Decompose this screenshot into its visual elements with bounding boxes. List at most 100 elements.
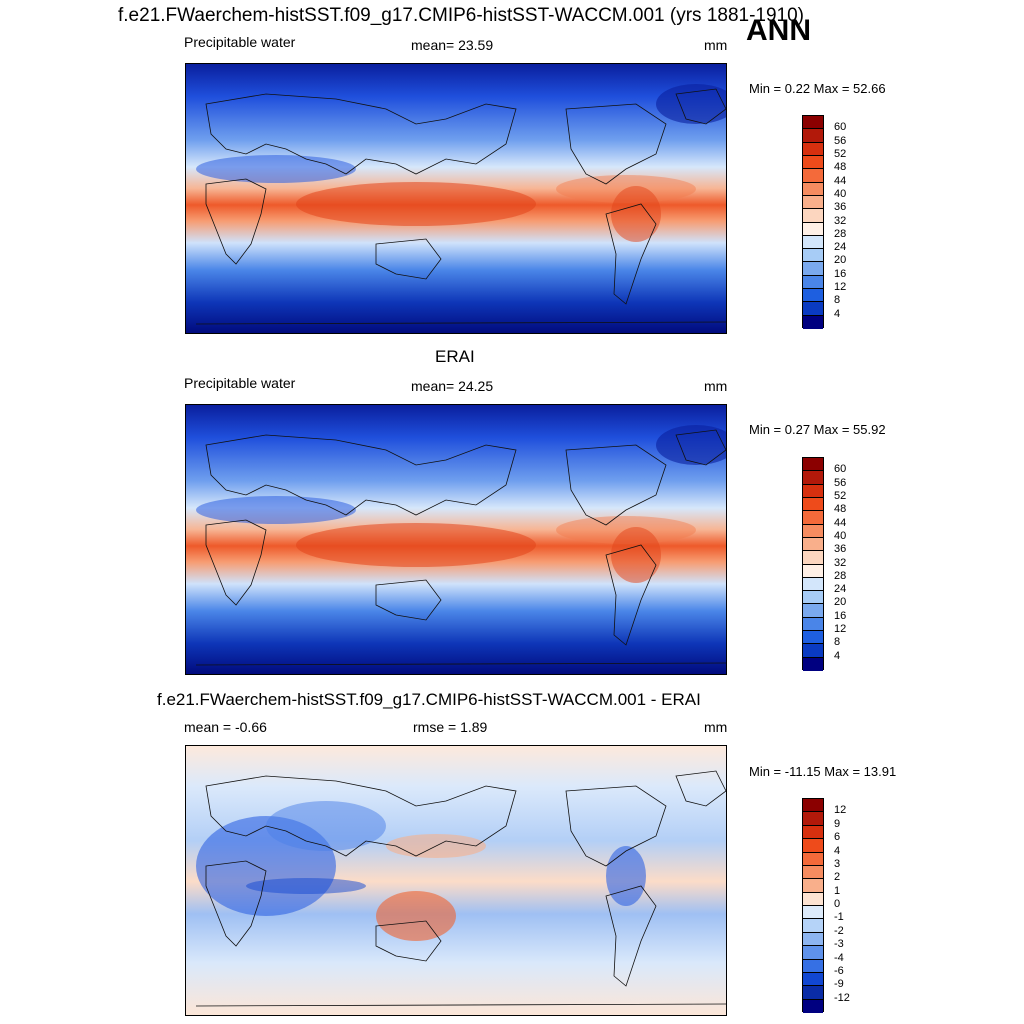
season-label: ANN <box>746 14 811 47</box>
colorbar-swatch <box>803 591 823 605</box>
colorbar-tick-label: 4 <box>834 844 841 857</box>
colorbar-swatch <box>803 222 823 236</box>
colorbar-swatch <box>803 116 823 130</box>
colorbar-swatch <box>803 169 823 183</box>
colorbar-tick-label: -4 <box>834 951 844 964</box>
colorbar-swatch <box>803 799 823 813</box>
colorbar-swatch <box>803 249 823 263</box>
panel-title: ERAI <box>435 347 475 366</box>
colorbar-swatch <box>803 972 823 987</box>
colorbar-tick-label: 60 <box>834 463 847 476</box>
map-precipitable-water-erai <box>185 404 727 675</box>
colorbar-tick-label: -3 <box>834 938 844 951</box>
colorbar-swatch <box>803 551 823 565</box>
colorbar-swatch <box>803 932 823 947</box>
panel-mean: mean= 24.25 <box>411 378 494 394</box>
colorbar-tick-label: 12 <box>834 804 847 817</box>
colorbar-tick-label: 40 <box>834 529 847 542</box>
panel-variable: Precipitable water <box>184 34 296 50</box>
colorbar-tick-label: 20 <box>834 254 847 267</box>
colorbar-swatch <box>803 484 823 498</box>
colorbar-swatch <box>803 986 823 1000</box>
colorbar-swatch <box>803 959 823 973</box>
colorbar-swatch <box>803 852 823 866</box>
colorbar-swatch <box>803 142 823 156</box>
colorbar-swatch <box>803 999 823 1013</box>
colorbar-tick-label: 12 <box>834 281 847 294</box>
figure-title: f.e21.FWaerchem-histSST.f09_g17.CMIP6-hi… <box>118 5 805 26</box>
colorbar-tick-label: 44 <box>834 516 847 529</box>
colorbar-swatch <box>803 315 823 329</box>
colorbar-swatch <box>803 657 823 671</box>
colorbar-tick-label: 32 <box>834 214 847 227</box>
colorbar-swatch <box>803 195 823 210</box>
panel-minmax: Min = 0.22 Max = 52.66 <box>749 81 886 96</box>
colorbar-tick-label: 6 <box>834 831 841 844</box>
colorbar-tick-label: 1 <box>834 884 841 897</box>
colorbar-tick-label: 9 <box>834 817 841 830</box>
colorbar-tick-label: -2 <box>834 924 844 937</box>
colorbar-tick-label: 48 <box>834 503 847 516</box>
colorbar-tick-label: 36 <box>834 201 847 214</box>
colorbar-tick-label: 40 <box>834 187 847 200</box>
colorbar-tick-label: 56 <box>834 134 847 147</box>
colorbar <box>802 457 824 671</box>
colorbar-tick-label: 24 <box>834 583 847 596</box>
colorbar-swatch <box>803 879 823 893</box>
colorbar-swatch <box>803 892 823 906</box>
colorbar-tick-label: 16 <box>834 609 847 622</box>
colorbar-tick-label: 20 <box>834 596 847 609</box>
colorbar-tick-label: 2 <box>834 871 841 884</box>
map-precipitable-water-difference <box>185 745 727 1016</box>
panel-units: mm <box>704 37 728 53</box>
colorbar-swatch <box>803 812 823 826</box>
panel-mean: mean= 23.59 <box>411 37 494 53</box>
colorbar-tick-label: 56 <box>834 476 847 489</box>
colorbar-swatch <box>803 182 823 196</box>
panel-variable: Precipitable water <box>184 375 296 391</box>
colorbar-tick-label: 4 <box>834 649 841 662</box>
colorbar-swatch <box>803 919 823 933</box>
colorbar-swatch <box>803 209 823 223</box>
colorbar <box>802 798 824 1013</box>
panel-units: mm <box>704 378 728 394</box>
panel-title: f.e21.FWaerchem-histSST.f09_g17.CMIP6-hi… <box>157 690 701 709</box>
colorbar-tick-label: 12 <box>834 623 847 636</box>
colorbar-swatch <box>803 906 823 920</box>
colorbar-tick-label: -9 <box>834 978 844 991</box>
colorbar-swatch <box>803 302 823 316</box>
colorbar-swatch <box>803 275 823 290</box>
colorbar-tick-label: -12 <box>834 991 850 1004</box>
colorbar-tick-label: 44 <box>834 174 847 187</box>
colorbar-swatch <box>803 564 823 578</box>
colorbar-swatch <box>803 839 823 853</box>
colorbar-tick-label: 0 <box>834 898 841 910</box>
colorbar-tick-label: -6 <box>834 964 844 977</box>
colorbar-tick-label: 3 <box>834 857 841 870</box>
colorbar-swatch <box>803 825 823 840</box>
colorbar-swatch <box>803 289 823 303</box>
colorbar-tick-label: 24 <box>834 241 847 254</box>
colorbar-swatch <box>803 631 823 645</box>
colorbar-tick-label: 32 <box>834 556 847 569</box>
colorbar-tick-label: 8 <box>834 294 841 307</box>
panel-mean: mean = -0.66 <box>184 719 267 735</box>
colorbar-tick-label: 28 <box>834 569 847 582</box>
colorbar-swatch <box>803 865 823 880</box>
colorbar-swatch <box>803 604 823 618</box>
colorbar-swatch <box>803 644 823 658</box>
colorbar-tick-label: 36 <box>834 543 847 556</box>
colorbar-swatch <box>803 458 823 472</box>
colorbar-tick-label: 60 <box>834 121 847 134</box>
colorbar-swatch <box>803 471 823 485</box>
panel-units: mm <box>704 719 728 735</box>
colorbar-tick-label: 8 <box>834 636 841 649</box>
panel-minmax: Min = 0.27 Max = 55.92 <box>749 422 886 437</box>
colorbar-swatch <box>803 129 823 143</box>
panel-minmax: Min = -11.15 Max = 13.91 <box>749 764 897 779</box>
panel-rmse: rmse = 1.89 <box>413 719 488 735</box>
colorbar <box>802 115 824 329</box>
colorbar-tick-label: 16 <box>834 267 847 280</box>
colorbar-tick-label: 48 <box>834 161 847 174</box>
colorbar-tick-label: 52 <box>834 489 847 502</box>
